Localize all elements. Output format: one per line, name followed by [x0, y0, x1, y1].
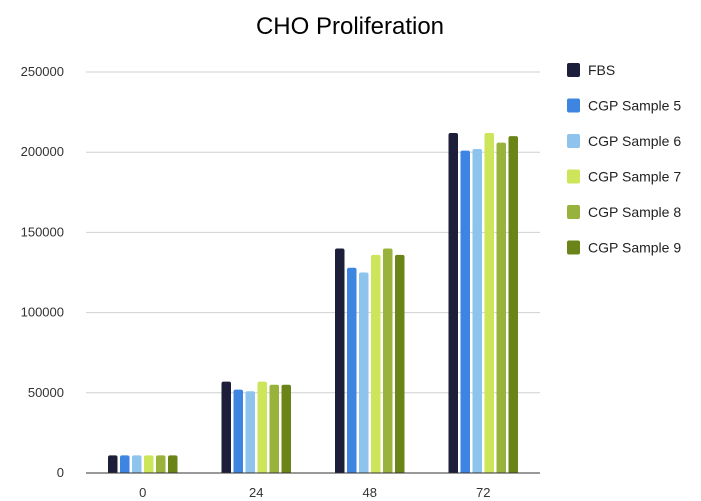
- bar-cgp-sample-7-72: [484, 132, 494, 473]
- bar-cgp-sample-5-48: [347, 267, 357, 473]
- bar-fbs-24: [221, 381, 231, 473]
- legend-label: CGP Sample 6: [588, 133, 681, 149]
- x-tick-label: 0: [139, 485, 146, 500]
- bar-cgp-sample-9-72: [508, 136, 518, 473]
- legend-swatch: [567, 134, 580, 148]
- legend-swatch: [567, 240, 580, 255]
- legend-label: CGP Sample 9: [588, 240, 681, 256]
- y-tick-label: 150000: [21, 224, 64, 239]
- bar-cgp-sample-9-48: [395, 254, 405, 473]
- bar-fbs-48: [335, 248, 345, 473]
- gridlines: [86, 71, 540, 394]
- legend-label: CGP Sample 8: [588, 204, 681, 220]
- y-tick-label: 100000: [21, 305, 64, 320]
- bar-cgp-sample-7-48: [371, 254, 381, 473]
- x-axis-ticks: 0 24 48 72: [139, 485, 490, 500]
- y-tick-label: 200000: [21, 144, 64, 159]
- bars: [108, 132, 518, 474]
- bar-cgp-sample-8-0: [156, 455, 166, 473]
- legend-swatch: [567, 169, 580, 184]
- legend-label: CGP Sample 5: [588, 98, 681, 114]
- legend-label: FBS: [588, 62, 615, 78]
- legend-label: CGP Sample 7: [588, 169, 681, 185]
- bar-cgp-sample-8-24: [269, 384, 279, 473]
- bar-cgp-sample-6-24: [245, 391, 255, 473]
- x-tick-label: 24: [249, 485, 263, 500]
- y-axis-ticks: 0 50000 100000 150000 200000 250000: [21, 64, 64, 480]
- bar-cgp-sample-6-72: [472, 148, 482, 473]
- y-tick-label: 50000: [28, 385, 64, 400]
- bar-fbs-0: [108, 455, 118, 473]
- legend-swatch: [567, 98, 580, 113]
- bar-cgp-sample-5-0: [120, 455, 130, 473]
- chart-title: CHO Proliferation: [256, 13, 444, 40]
- bar-cgp-sample-7-0: [144, 455, 154, 473]
- legend-swatch: [567, 205, 580, 219]
- bar-cgp-sample-5-72: [460, 150, 470, 473]
- bar-cgp-sample-7-24: [257, 381, 267, 473]
- x-tick-label: 72: [476, 485, 490, 500]
- y-tick-label: 0: [57, 465, 64, 480]
- legend: FBS CGP Sample 5 CGP Sample 6 CGP Sample 7 C…: [567, 62, 681, 256]
- bar-cgp-sample-6-0: [132, 455, 142, 473]
- bar-fbs-72: [448, 132, 458, 473]
- y-tick-label: 250000: [21, 64, 64, 79]
- x-tick-label: 48: [363, 485, 377, 500]
- bar-cgp-sample-8-48: [383, 248, 393, 473]
- bar-cgp-sample-6-48: [359, 272, 369, 473]
- legend-swatch: [567, 63, 580, 77]
- bar-cgp-sample-8-72: [496, 142, 506, 474]
- bar-cgp-sample-9-24: [281, 384, 291, 473]
- bar-cgp-sample-5-24: [233, 389, 243, 473]
- bar-cgp-sample-9-0: [168, 455, 178, 473]
